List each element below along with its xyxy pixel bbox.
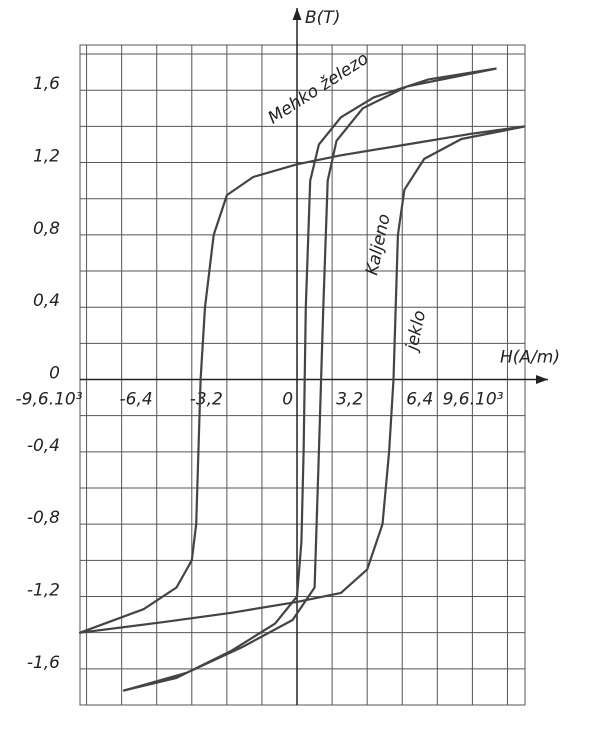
plot-frame: [79, 44, 526, 706]
y-tick-label: -0,4: [27, 436, 60, 456]
y-tick-label: -1,2: [27, 581, 60, 601]
y-tick-label: 1,6: [33, 74, 60, 94]
annotation: jeklo: [402, 309, 430, 354]
y-tick-label: -1,6: [27, 653, 60, 673]
y-tick-label: 0,8: [33, 219, 60, 239]
x-tick-label: 9,6.10³: [443, 390, 504, 410]
hysteresis-loop: [78, 125, 526, 634]
y-axis-label: B(T): [305, 8, 340, 28]
y-tick-label: 1,2: [33, 147, 60, 167]
x-tick-label: 0: [282, 390, 293, 410]
x-tick-label: -9,6.10³: [16, 390, 83, 410]
y-tick-label: -0,8: [27, 508, 60, 528]
x-tick-label: 3,2: [336, 390, 363, 410]
x-tick-label: 6,4: [406, 390, 433, 410]
hysteresis-loop: [122, 67, 497, 692]
y-tick-label: 0: [49, 364, 60, 384]
x-axis-label: H(A/m): [500, 348, 560, 368]
y-tick-label: 0,4: [33, 291, 60, 311]
x-tick-label: -6,4: [120, 390, 153, 410]
x-tick-label: -3,2: [190, 390, 223, 410]
